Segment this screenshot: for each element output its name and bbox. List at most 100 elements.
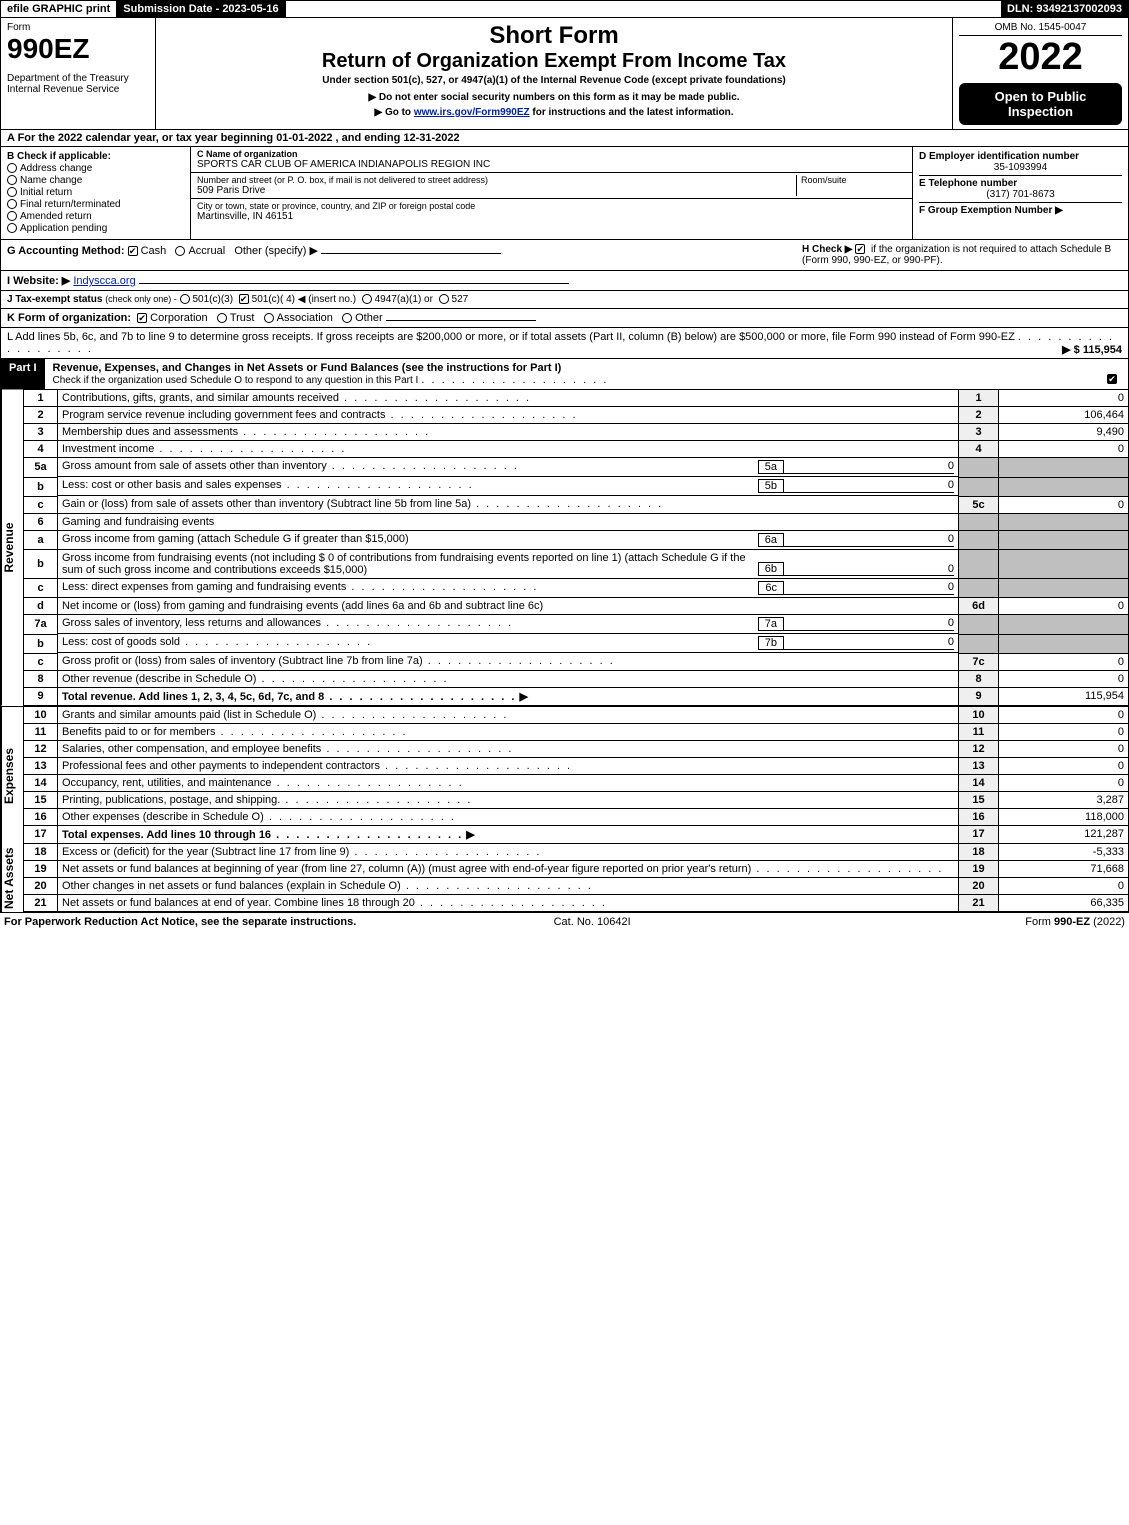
city-value: Martinsville, IN 46151: [197, 211, 906, 222]
submission-date-label: Submission Date - 2023-05-16: [123, 3, 278, 15]
row-4: 4Investment income40: [24, 441, 1129, 458]
part1-dots: [421, 374, 608, 386]
header-left: Form 990EZ Department of the Treasury In…: [1, 18, 156, 129]
chk-name-change[interactable]: Name change: [7, 175, 184, 186]
box-c: C Name of organization SPORTS CAR CLUB O…: [191, 147, 913, 239]
netassets-section: Net Assets 18Excess or (deficit) for the…: [0, 844, 1129, 912]
line-j-label: J Tax-exempt status: [7, 294, 102, 305]
chk-cash[interactable]: ✔: [128, 246, 138, 256]
goto-prefix: ▶ Go to: [374, 107, 413, 118]
part1-check-text: Check if the organization used Schedule …: [53, 375, 419, 386]
website-link[interactable]: Indyscca.org: [73, 275, 135, 287]
line-g-h: G Accounting Method: ✔Cash Accrual Other…: [0, 240, 1129, 271]
form-word: Form: [7, 22, 149, 33]
expenses-side-label: Expenses: [1, 707, 23, 844]
footer-form-year: (2022): [1093, 916, 1125, 928]
line-g: G Accounting Method: ✔Cash Accrual Other…: [7, 244, 802, 266]
website-underline: [139, 283, 569, 284]
lbl-association: Association: [277, 312, 333, 324]
efile-print[interactable]: efile GRAPHIC print: [1, 1, 117, 17]
short-form-title: Short Form: [162, 22, 946, 50]
lbl-4947: 4947(a)(1) or: [375, 294, 433, 305]
line-l-text: L Add lines 5b, 6c, and 7b to line 9 to …: [7, 331, 1015, 343]
tax-year: 2022: [959, 36, 1122, 79]
chk-other-org[interactable]: [342, 313, 352, 323]
efile-label: efile GRAPHIC print: [7, 3, 110, 15]
omb-number: OMB No. 1545-0047: [959, 22, 1122, 36]
chk-application-pending-label: Application pending: [20, 223, 107, 234]
dept-irs: Internal Revenue Service: [7, 84, 149, 95]
row-7b: bLess: cost of goods sold7b0: [24, 634, 1129, 653]
revenue-table: 1Contributions, gifts, grants, and simil…: [23, 390, 1129, 706]
row-5a: 5aGross amount from sale of assets other…: [24, 458, 1129, 478]
header-center: Short Form Return of Organization Exempt…: [156, 18, 953, 129]
accrual-label: Accrual: [188, 245, 225, 257]
lbl-501c3: 501(c)(3): [193, 294, 234, 305]
dln-label: DLN: 93492137002093: [1007, 3, 1122, 15]
lbl-corporation: Corporation: [150, 312, 207, 324]
chk-corporation[interactable]: ✔: [137, 313, 147, 323]
return-title: Return of Organization Exempt From Incom…: [162, 50, 946, 73]
footer-cat-no: Cat. No. 10642I: [554, 916, 631, 928]
chk-final-return[interactable]: Final return/terminated: [7, 199, 184, 210]
chk-initial-return[interactable]: Initial return: [7, 187, 184, 198]
row-8: 8Other revenue (describe in Schedule O)8…: [24, 670, 1129, 687]
chk-address-change-label: Address change: [20, 163, 92, 174]
row-6c: cLess: direct expenses from gaming and f…: [24, 579, 1129, 598]
lbl-trust: Trust: [230, 312, 255, 324]
part1-header-row: Part I Revenue, Expenses, and Changes in…: [0, 359, 1129, 390]
row-20: 20Other changes in net assets or fund ba…: [24, 877, 1129, 894]
dept-treasury: Department of the Treasury: [7, 73, 149, 84]
box-b-title: B Check if applicable:: [7, 151, 184, 162]
other-org-input[interactable]: [386, 320, 536, 321]
footer-left: For Paperwork Reduction Act Notice, see …: [4, 916, 356, 928]
chk-4947[interactable]: [362, 294, 372, 304]
box-c-name-row: C Name of organization SPORTS CAR CLUB O…: [191, 147, 912, 173]
chk-final-return-label: Final return/terminated: [20, 199, 121, 210]
other-specify-input[interactable]: [321, 253, 501, 254]
form-number: 990EZ: [7, 33, 149, 65]
room-label: Room/suite: [796, 175, 906, 196]
lbl-501c: 501(c)( 4) ◀ (insert no.): [252, 294, 356, 305]
chk-association[interactable]: [264, 313, 274, 323]
row-3: 3Membership dues and assessments39,490: [24, 424, 1129, 441]
cash-label: Cash: [141, 245, 167, 257]
line-k-label: K Form of organization:: [7, 312, 131, 324]
row-2: 2Program service revenue including gover…: [24, 407, 1129, 424]
org-name: SPORTS CAR CLUB OF AMERICA INDIANAPOLIS …: [197, 159, 906, 170]
row-18: 18Excess or (deficit) for the year (Subt…: [24, 844, 1129, 861]
header-right: OMB No. 1545-0047 2022 Open to Public In…: [953, 18, 1128, 129]
box-c-street-row: Number and street (or P. O. box, if mail…: [191, 173, 912, 199]
chk-address-change[interactable]: Address change: [7, 163, 184, 174]
line-i: I Website: ▶ Indyscca.org: [0, 271, 1129, 291]
footer-form-prefix: Form: [1025, 916, 1054, 928]
chk-initial-return-label: Initial return: [20, 187, 72, 198]
revenue-side-label: Revenue: [1, 390, 23, 706]
street-value: 509 Paris Drive: [197, 185, 796, 196]
chk-schedule-o-part1[interactable]: ✔: [1107, 374, 1117, 384]
other-specify-label: Other (specify) ▶: [234, 245, 318, 257]
chk-501c[interactable]: ✔: [239, 294, 249, 304]
header-note-ssn: ▶ Do not enter social security numbers o…: [162, 92, 946, 103]
chk-501c3[interactable]: [180, 294, 190, 304]
chk-527[interactable]: [439, 294, 449, 304]
expenses-section: Expenses 10Grants and similar amounts pa…: [0, 706, 1129, 844]
revenue-section: Revenue 1Contributions, gifts, grants, a…: [0, 390, 1129, 706]
row-1: 1Contributions, gifts, grants, and simil…: [24, 390, 1129, 407]
chk-application-pending[interactable]: Application pending: [7, 223, 184, 234]
ein-label: D Employer identification number: [919, 151, 1122, 162]
org-info-grid: B Check if applicable: Address change Na…: [0, 147, 1129, 240]
row-6a: aGross income from gaming (attach Schedu…: [24, 530, 1129, 550]
box-d-e-f: D Employer identification number 35-1093…: [913, 147, 1128, 239]
chk-schedule-b[interactable]: ✔: [855, 244, 865, 254]
line-k: K Form of organization: ✔Corporation Tru…: [0, 309, 1129, 328]
submission-date-button[interactable]: Submission Date - 2023-05-16: [117, 1, 285, 17]
street-label: Number and street (or P. O. box, if mail…: [197, 175, 796, 185]
chk-trust[interactable]: [217, 313, 227, 323]
chk-amended-return[interactable]: Amended return: [7, 211, 184, 222]
irs-link[interactable]: www.irs.gov/Form990EZ: [414, 107, 530, 118]
header-subtitle: Under section 501(c), 527, or 4947(a)(1)…: [162, 75, 946, 86]
box-c-city-row: City or town, state or province, country…: [191, 199, 912, 224]
row-6d: dNet income or (loss) from gaming and fu…: [24, 598, 1129, 615]
chk-accrual[interactable]: [175, 246, 185, 256]
